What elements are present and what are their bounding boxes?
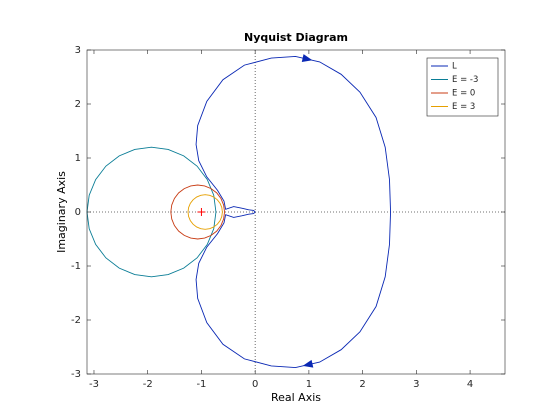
y-tick-label: 1 xyxy=(75,153,81,164)
chart-title: Nyquist Diagram xyxy=(244,31,348,44)
x-tick-label: 3 xyxy=(413,379,419,390)
y-tick-label: 3 xyxy=(75,45,81,56)
x-tick-label: -2 xyxy=(143,379,153,390)
legend-label: E = -3 xyxy=(452,75,478,85)
plot-frame xyxy=(86,49,506,375)
x-tick-label: -1 xyxy=(196,379,206,390)
y-axis-label: Imaginary Axis xyxy=(55,171,68,253)
x-tick-label: 2 xyxy=(359,379,365,390)
x-tick-label: -3 xyxy=(89,379,99,390)
direction-arrow xyxy=(301,54,313,62)
x-tick-label: 4 xyxy=(467,379,473,390)
direction-arrow xyxy=(302,359,314,368)
series-line xyxy=(195,56,392,368)
y-tick-label: -2 xyxy=(71,315,81,326)
x-tick-label: 0 xyxy=(252,379,258,390)
x-tick-label: 1 xyxy=(306,379,312,390)
y-tick-label: -1 xyxy=(71,261,81,272)
y-tick-label: -3 xyxy=(71,369,81,380)
legend-label: E = 0 xyxy=(452,89,475,99)
y-tick-label: 2 xyxy=(75,99,81,110)
critical-point xyxy=(197,208,206,216)
x-axis-label: Real Axis xyxy=(271,391,321,404)
series-line xyxy=(170,184,225,240)
legend-label: E = 3 xyxy=(452,102,475,112)
y-tick-label: 0 xyxy=(75,207,81,218)
legend-label: L xyxy=(452,62,457,72)
series-line xyxy=(187,194,223,230)
